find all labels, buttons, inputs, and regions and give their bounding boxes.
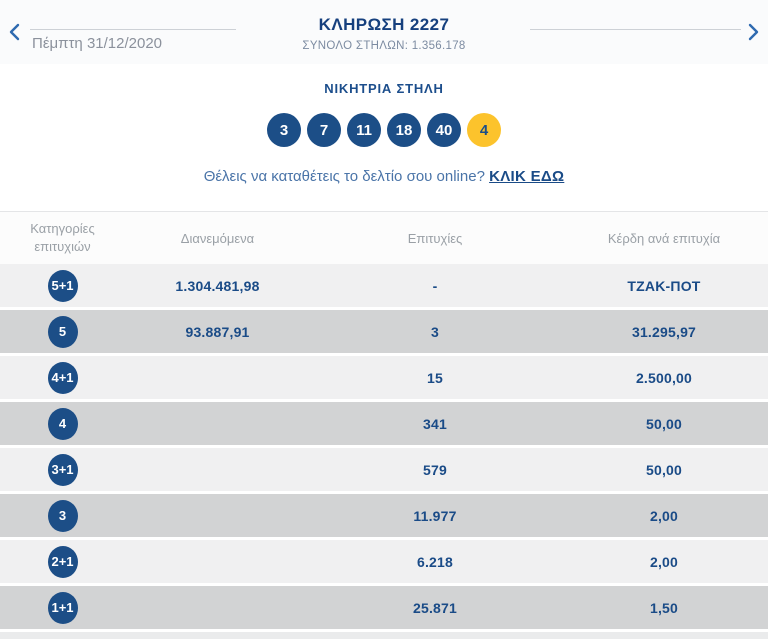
category-badge: 5 bbox=[47, 315, 78, 348]
table-row: 2+1 6.218 2,00 bbox=[0, 540, 768, 583]
chevron-right-icon bbox=[748, 23, 760, 44]
table-row: 4 341 50,00 bbox=[0, 402, 768, 445]
prize-per-winner: 50,00 bbox=[645, 415, 683, 432]
category-badge: 2+1 bbox=[47, 545, 78, 578]
distributed-amount bbox=[125, 540, 310, 583]
table-row: 5+1 1.304.481,98 - ΤΖΑΚ-ΠΟΤ bbox=[0, 264, 768, 307]
winners-count: 341 bbox=[423, 415, 447, 432]
winners-count: - bbox=[432, 277, 438, 294]
click-here-link[interactable]: ΚΛΙΚ ΕΔΩ bbox=[489, 168, 565, 185]
promo-text: Θέλεις να καταθέτεις το δελτίο σου onlin… bbox=[203, 168, 485, 185]
table-header-row: Κατηγορίες επιτυχιών Διανεμόμενα Επιτυχί… bbox=[0, 212, 768, 264]
table-row: 3 11.977 2,00 bbox=[0, 494, 768, 537]
header-winners: Επιτυχίες bbox=[407, 230, 463, 246]
distributed-amount bbox=[125, 402, 310, 445]
prize-per-winner: 2,00 bbox=[649, 507, 679, 524]
prize-per-winner: 50,00 bbox=[645, 461, 683, 478]
winning-number-ball: 11 bbox=[347, 113, 381, 147]
right-divider-line bbox=[530, 29, 741, 30]
previous-draw-button[interactable] bbox=[4, 22, 24, 44]
header-distributed: Διανεμόμενα bbox=[180, 230, 255, 246]
distributed-amount: 1.304.481,98 bbox=[175, 277, 260, 294]
winning-number-ball: 7 bbox=[307, 113, 341, 147]
prize-per-winner: 2.500,00 bbox=[635, 369, 693, 386]
category-badge: 3 bbox=[47, 499, 78, 532]
distributed-amount: 93.887,91 bbox=[185, 323, 250, 340]
prize-per-winner: 2,00 bbox=[649, 553, 679, 570]
left-divider-line bbox=[30, 29, 236, 30]
chevron-left-icon bbox=[8, 23, 20, 44]
winners-count: 11.977 bbox=[413, 507, 457, 524]
distributed-amount bbox=[125, 494, 310, 537]
category-badge: 4 bbox=[47, 407, 78, 440]
promo-line: Θέλεις να καταθέτεις το δελτίο σου onlin… bbox=[0, 168, 768, 185]
table-row: 5 93.887,91 3 31.295,97 bbox=[0, 310, 768, 353]
category-badge: 4+1 bbox=[47, 361, 78, 394]
distributed-amount bbox=[125, 586, 310, 629]
columns-total: ΣΥΝΟΛΟ ΣΤΗΛΩΝ: 1.356.178 bbox=[302, 40, 466, 52]
bonus-number-ball: 4 bbox=[467, 113, 501, 147]
winning-number-ball: 3 bbox=[267, 113, 301, 147]
winning-number-ball: 40 bbox=[427, 113, 461, 147]
results-table: Κατηγορίες επιτυχιών Διανεμόμενα Επιτυχί… bbox=[0, 211, 768, 639]
table-row: 3+1 579 50,00 bbox=[0, 448, 768, 491]
header-categories: Κατηγορίες επιτυχιών bbox=[30, 221, 95, 254]
winning-number-ball: 18 bbox=[387, 113, 421, 147]
distributed-amount bbox=[125, 448, 310, 491]
winning-column-heading: ΝΙΚΗΤΡΙΑ ΣΤΗΛΗ bbox=[324, 81, 444, 96]
header-prize: Κέρδη ανά επιτυχία bbox=[607, 230, 721, 246]
draw-title: ΚΛΗΡΩΣΗ 2227 bbox=[318, 15, 450, 34]
table-row: 1+1 25.871 1,50 bbox=[0, 586, 768, 629]
prize-per-winner: 31.295,97 bbox=[631, 323, 697, 340]
winners-count: 15 bbox=[427, 369, 443, 386]
winners-count: 3 bbox=[431, 323, 439, 340]
draw-date: Πέμπτη 31/12/2020 bbox=[32, 35, 163, 52]
winners-count: 25.871 bbox=[412, 599, 458, 616]
distributed-amount bbox=[125, 356, 310, 399]
table-row: 4+1 15 2.500,00 bbox=[0, 356, 768, 399]
prize-per-winner: ΤΖΑΚ-ΠΟΤ bbox=[627, 277, 701, 294]
category-badge: 3+1 bbox=[47, 453, 78, 486]
winners-count: 6.218 bbox=[416, 553, 454, 570]
prize-per-winner: 1,50 bbox=[649, 599, 679, 616]
next-section-edge bbox=[0, 632, 768, 639]
category-badge: 1+1 bbox=[47, 591, 78, 624]
winners-count: 579 bbox=[423, 461, 447, 478]
category-badge: 5+1 bbox=[47, 269, 78, 302]
draw-navigation: Πέμπτη 31/12/2020 ΚΛΗΡΩΣΗ 2227 ΣΥΝΟΛΟ ΣΤ… bbox=[0, 0, 768, 64]
draw-header: ΚΛΗΡΩΣΗ 2227 ΣΥΝΟΛΟ ΣΤΗΛΩΝ: 1.356.178 bbox=[237, 15, 531, 52]
winning-numbers: 3 7 11 18 40 4 bbox=[0, 113, 768, 147]
next-draw-button[interactable] bbox=[744, 22, 764, 44]
